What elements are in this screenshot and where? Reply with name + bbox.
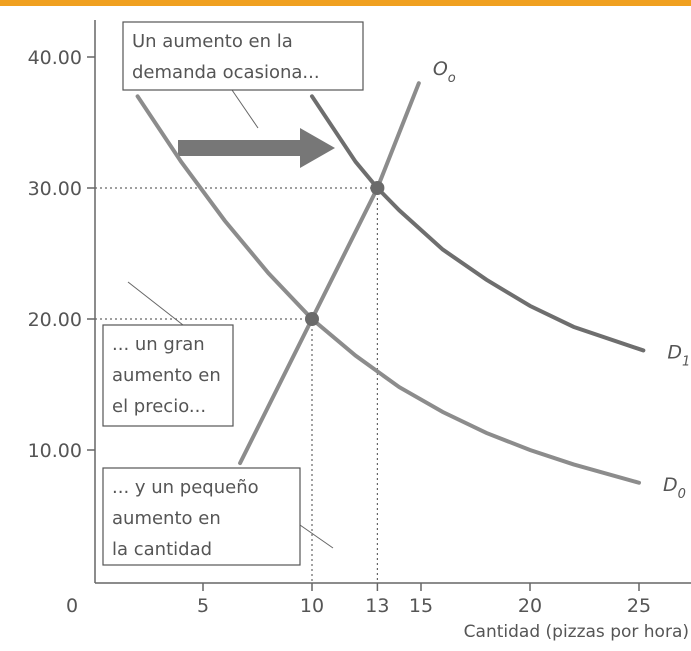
x-tick-label: 13 — [365, 595, 389, 617]
annotation-text: ... un gran — [112, 334, 205, 355]
curve-label: Oo — [433, 58, 456, 86]
y-tick-label: 30.00 — [28, 178, 82, 200]
annotation-box — [102, 324, 234, 427]
y-tick-label: 10.00 — [28, 440, 82, 462]
curve-label-sub: o — [448, 71, 456, 86]
equilibrium-point — [370, 181, 385, 195]
annotation-text: aumento en — [112, 365, 221, 386]
annotation-text: aumento en — [112, 508, 221, 529]
y-tick-label: 40.00 — [28, 47, 82, 69]
curve — [238, 81, 421, 466]
curve-label: D0 — [663, 474, 686, 502]
leader-line — [127, 281, 184, 326]
annotation-box — [102, 467, 301, 566]
x-tick-label: 20 — [518, 595, 542, 617]
annotation-text: el precio... — [112, 396, 206, 417]
leader-line — [299, 524, 334, 549]
annotation-text: Un aumento en la — [132, 31, 293, 52]
curve-label-sub: 1 — [682, 354, 690, 369]
equilibrium-point — [305, 312, 319, 326]
x-tick-label: 15 — [409, 595, 433, 617]
curve — [310, 94, 646, 353]
curve-label-name: D — [663, 474, 678, 496]
shift-arrow — [178, 128, 335, 168]
top-bar — [0, 0, 691, 6]
y-tick-label: 20.00 — [28, 309, 82, 331]
x-tick-label: 0 — [66, 595, 78, 617]
curve-label: D1 — [667, 341, 690, 369]
curve — [135, 94, 641, 485]
leader-line — [231, 89, 259, 129]
curve-label-name: O — [433, 58, 448, 80]
annotation-text: ... y un pequeño — [112, 477, 259, 498]
annotation-text: demanda ocasiona... — [132, 62, 320, 83]
annotation-box — [122, 21, 364, 91]
x-tick-label: 10 — [300, 595, 324, 617]
curve-label-name: D — [667, 341, 682, 363]
x-axis-title: Cantidad (pizzas por hora) — [464, 622, 689, 642]
x-tick-label: 5 — [197, 595, 209, 617]
annotation-text: la cantidad — [112, 539, 212, 560]
curve-label-sub: 0 — [678, 487, 686, 502]
x-tick-label: 25 — [627, 595, 651, 617]
